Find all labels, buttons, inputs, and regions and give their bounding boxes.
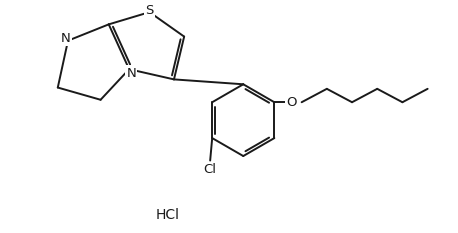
Text: N: N [126,67,136,80]
Text: S: S [145,3,154,17]
Text: HCl: HCl [156,208,180,222]
Text: O: O [286,96,297,109]
Text: Cl: Cl [204,163,217,176]
Text: N: N [61,32,71,45]
